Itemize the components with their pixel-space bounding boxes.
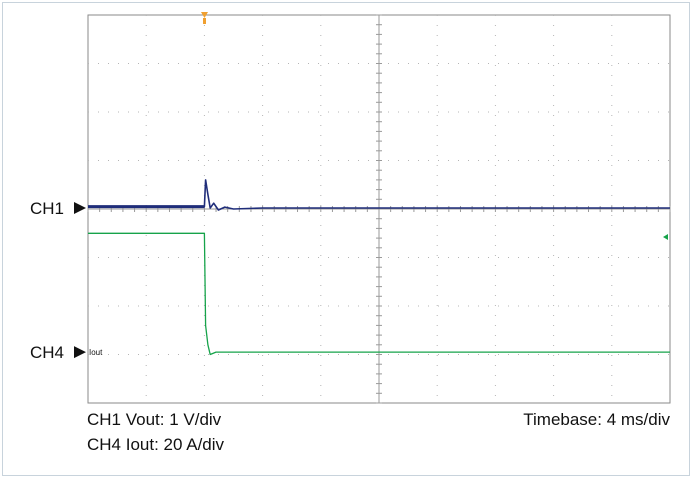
trigger-icon [201,12,208,18]
probe-label-ch4: Iout [89,348,103,357]
trigger-icon-stem [203,18,206,24]
trace-ch1 [88,179,670,211]
channel-markers: CH1 CH4 Iout [30,199,103,362]
channel-marker-icon [74,202,86,215]
scope-traces [88,179,670,356]
channel-label-ch1: CH1 [30,199,64,218]
timebase-caption: Timebase: 4 ms/div [523,410,670,429]
channel-marker-icon [74,346,86,359]
ch1-scale-caption: CH1 Vout: 1 V/div [87,410,222,429]
ch4-scale-caption: CH4 Iout: 20 A/div [87,435,225,454]
channel-label-ch4: CH4 [30,343,64,362]
trigger-marker [201,12,208,24]
trace-ch4 [88,232,670,356]
ch4-trigger-level-icon [663,234,668,240]
